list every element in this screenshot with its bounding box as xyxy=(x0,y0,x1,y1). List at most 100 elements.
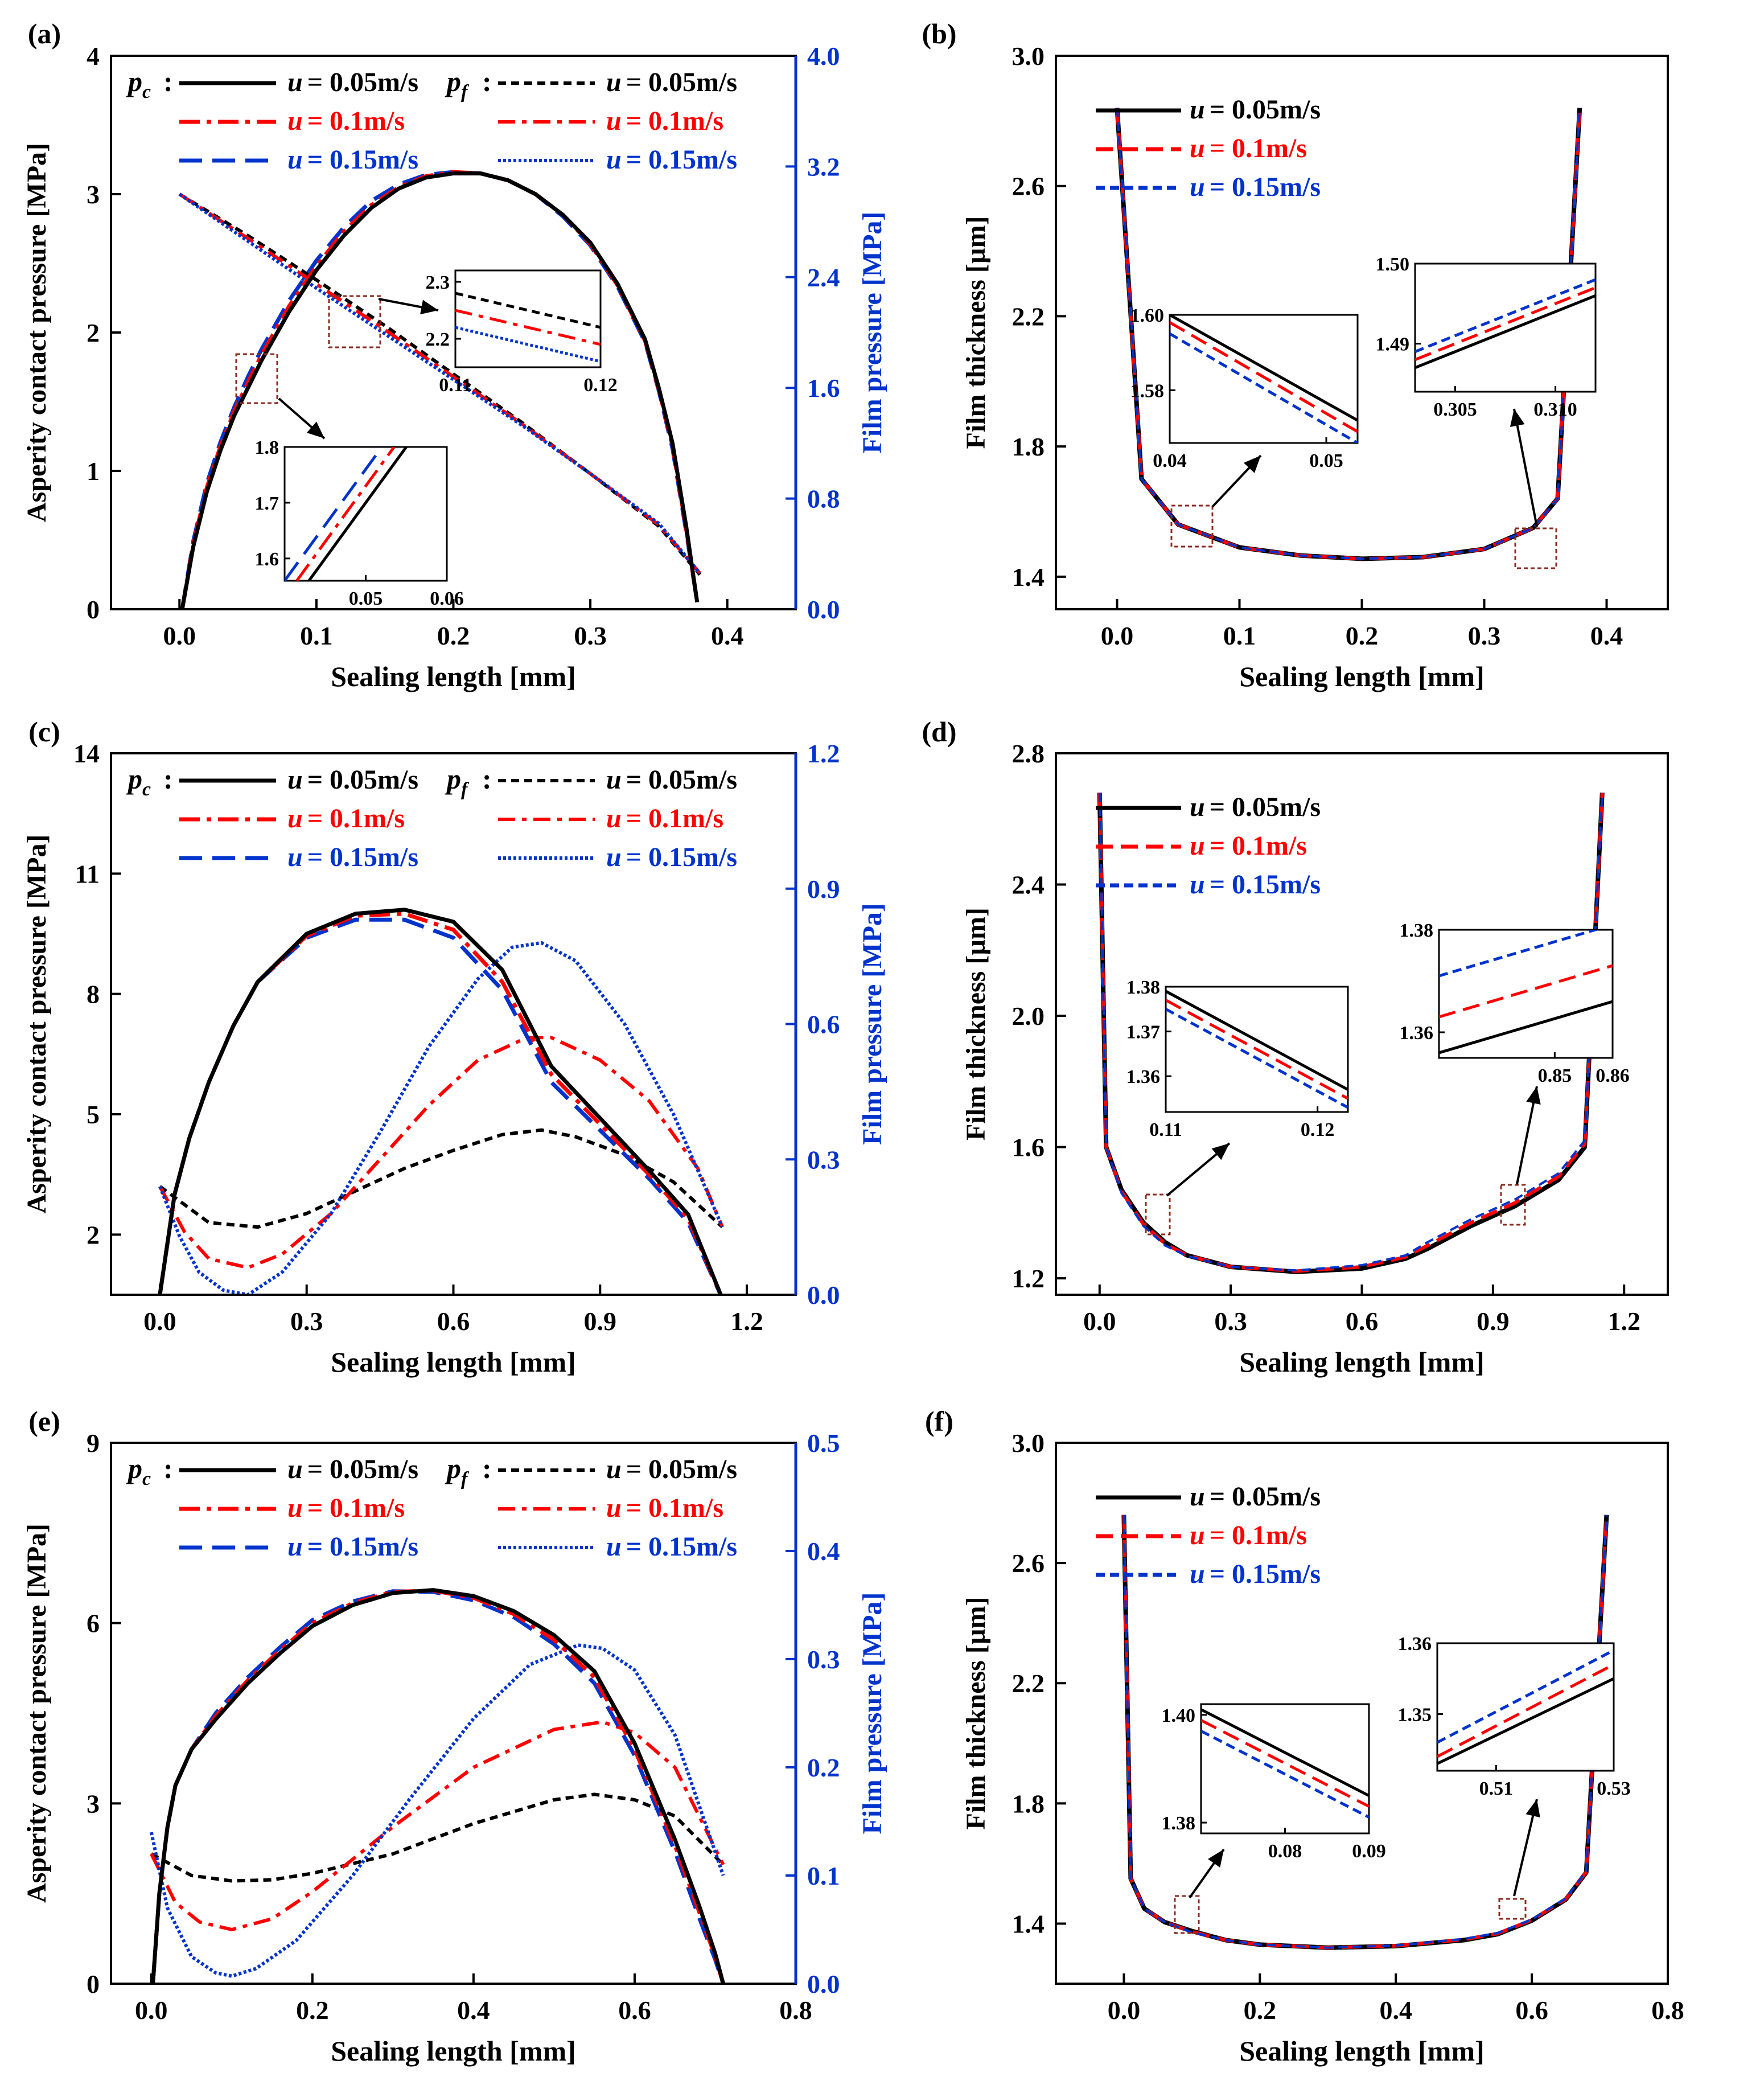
inset-y-tick-label: 1.37 xyxy=(1126,1022,1161,1043)
inset-line xyxy=(1437,1649,1614,1744)
inset-y-tick-label: 1.38 xyxy=(1162,1813,1196,1834)
x-tick-label: 0.2 xyxy=(1244,1996,1277,2025)
inset-y-tick-label: 1.35 xyxy=(1398,1704,1432,1725)
contact-pressure-line xyxy=(158,908,723,1295)
zoom-inset: 0.08 0.09 1.38 1.40 xyxy=(1162,1703,1386,1934)
legend-entry-film: u = 0.1m/s xyxy=(606,106,723,136)
x-tick-label: 0.2 xyxy=(296,1996,329,2025)
panel-f: (f) 0.0 0.2 0.4 0.6 0.8 1.4 1.8 2.2 2.6 3.0 Sealing… xyxy=(925,1405,1684,2067)
panel-b: (b) 0.0 0.1 0.2 0.3 0.4 1.4 1.8 2.2 2.6 3.0 Sealing… xyxy=(922,18,1669,692)
x-tick-label: 0.4 xyxy=(457,1996,490,2025)
y2-tick-label: 0.9 xyxy=(807,875,840,904)
x-tick-label: 0.6 xyxy=(437,1307,470,1336)
legend-entry-contact: u = 0.05m/s xyxy=(287,1454,418,1484)
inset-line xyxy=(455,292,601,329)
panel-label: (a) xyxy=(28,18,61,50)
y-tick-label: 3 xyxy=(87,180,100,209)
zoom-region-marker xyxy=(1498,1898,1527,1920)
legend-entry: u = 0.15m/s xyxy=(1190,172,1321,202)
inset-plot-area xyxy=(1170,315,1358,443)
y-tick-label: 3.0 xyxy=(1012,42,1045,71)
y2-tick-label: 0.3 xyxy=(807,1145,840,1174)
legend-colon: : xyxy=(163,65,173,97)
legend-pc-symbol: pc xyxy=(126,1452,151,1489)
x-tick-label: 0.0 xyxy=(1108,1996,1141,2025)
film-pressure-line xyxy=(158,1036,724,1270)
inset-x-tick-label: 0.12 xyxy=(1301,1119,1335,1140)
inset-line xyxy=(1439,930,1601,978)
inset-line xyxy=(1415,294,1596,370)
legend-entry-film: u = 0.15m/s xyxy=(606,1532,737,1562)
y-axis-label: Film thickness [µm] xyxy=(961,1597,991,1830)
zoom-arrow-head xyxy=(420,299,438,315)
inset-frame xyxy=(454,269,602,368)
inset-line xyxy=(285,447,384,581)
y-tick-label: 2.2 xyxy=(1012,302,1045,331)
inset-y-tick-label: 1.36 xyxy=(1400,1023,1434,1044)
inset-line xyxy=(1170,321,1358,433)
y-tick-label: 1.6 xyxy=(1012,1133,1045,1162)
inset-line xyxy=(1166,990,1348,1091)
inset-x-tick-label: 0.08 xyxy=(1268,1841,1302,1862)
contact-pressure-line xyxy=(158,917,723,1295)
panel-label: (c) xyxy=(28,716,60,748)
y-axis-label: Asperity contact pressure [MPa] xyxy=(22,143,52,522)
zoom-region-marker xyxy=(328,295,381,348)
y-axis-label: Film thickness [µm] xyxy=(961,216,991,449)
y2-tick-label: 0.0 xyxy=(807,1969,840,1998)
plot-area xyxy=(178,170,701,609)
y-tick-label: 1.8 xyxy=(1012,432,1045,461)
panel-label: (b) xyxy=(922,18,956,50)
y2-tick-label: 0.4 xyxy=(807,1537,840,1566)
inset-x-tick-label: 0.11 xyxy=(439,375,472,396)
inset-y-tick-label: 1.58 xyxy=(1130,380,1165,401)
zoom-arrow-head xyxy=(1525,1799,1540,1818)
inset-x-tick-label: 0.09 xyxy=(1352,1841,1386,1862)
inset-x-tick-label: 0.06 xyxy=(430,588,464,609)
film-thickness-line xyxy=(1115,108,1582,561)
y-tick-label: 2.8 xyxy=(1012,739,1045,768)
y2-tick-label: 0.0 xyxy=(807,1281,840,1310)
x-tick-label: 0.0 xyxy=(163,621,196,650)
inset-line xyxy=(1437,1677,1614,1765)
x-tick-label: 0.2 xyxy=(437,621,470,650)
inset-x-tick-label: 0.86 xyxy=(1596,1065,1630,1086)
inset-plot-area xyxy=(1437,1649,1614,1765)
legend-entry-contact: u = 0.15m/s xyxy=(287,145,418,175)
legend-entry-contact: u = 0.15m/s xyxy=(287,842,418,872)
x-tick-label: 0.3 xyxy=(1214,1307,1247,1336)
inset-line xyxy=(1170,332,1358,443)
panel-a: (a) 0.0 0.1 0.2 0.3 0.4 0 1 2 3 4 0.0 0.8 1.6 2.4 3.2 4.… xyxy=(22,18,887,692)
x-tick-label: 0.2 xyxy=(1346,621,1379,650)
y2-tick-label: 2.4 xyxy=(807,263,840,292)
legend-entry: u = 0.05m/s xyxy=(1190,792,1321,822)
inset-frame xyxy=(1414,262,1597,393)
inset-x-tick-label: 0.12 xyxy=(583,375,618,396)
x-axis-label: Sealing length [mm] xyxy=(1239,2035,1485,2067)
legend-pc-symbol: pc xyxy=(126,65,151,102)
inset-line xyxy=(455,326,601,363)
inset-line xyxy=(1201,1719,1369,1808)
y-tick-label: 1.2 xyxy=(1012,1264,1045,1293)
y-axis-label: Film thickness [µm] xyxy=(961,908,991,1140)
inset-y-tick-label: 1.36 xyxy=(1126,1066,1161,1088)
inset-x-tick-label: 0.310 xyxy=(1533,399,1577,420)
y2-tick-label: 1.6 xyxy=(807,374,840,403)
panel-label: (d) xyxy=(922,716,956,748)
inset-line xyxy=(1439,964,1613,1019)
inset-y-tick-label: 1.40 xyxy=(1162,1705,1196,1726)
y-tick-label: 0 xyxy=(87,1969,100,1998)
zoom-inset: 0.05 0.06 1.6 1.7 1.8 xyxy=(235,353,464,609)
contact-pressure-line xyxy=(158,912,723,1295)
legend-entry-film: u = 0.05m/s xyxy=(606,765,737,795)
y-tick-label: 1.4 xyxy=(1012,1909,1045,1938)
x-axis-label: Sealing length [mm] xyxy=(331,660,576,692)
panel-d: (d) 0.0 0.3 0.6 0.9 1.2 1.2 1.6 2.0 2.4 2.8 Sealing… xyxy=(922,716,1669,1378)
x-tick-label: 0.0 xyxy=(1083,1307,1116,1336)
inset-line xyxy=(1201,1708,1369,1798)
legend-entry-contact: u = 0.05m/s xyxy=(287,67,418,97)
inset-y-tick-label: 1.49 xyxy=(1376,334,1410,355)
legend-entry-film: u = 0.05m/s xyxy=(606,1454,737,1484)
y2-tick-label: 1.2 xyxy=(807,739,840,768)
contact-pressure-line xyxy=(151,1589,725,1984)
